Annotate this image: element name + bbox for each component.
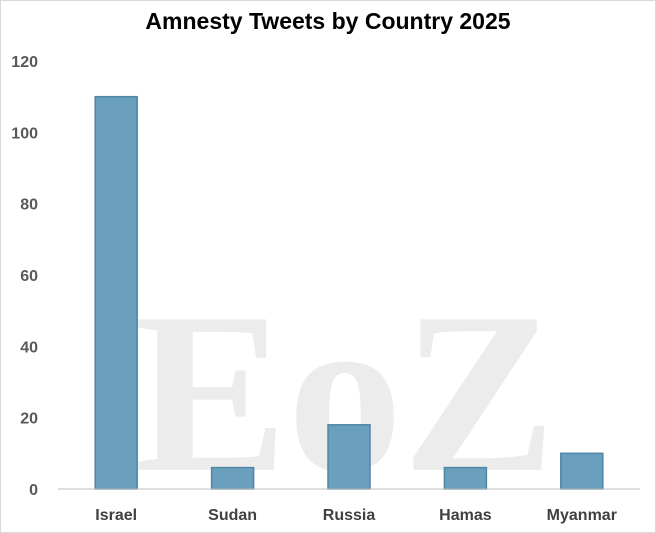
y-tick-label: 40 xyxy=(20,339,38,356)
bar-myanmar xyxy=(560,452,604,490)
chart-title: Amnesty Tweets by Country 2025 xyxy=(145,8,511,34)
x-tick-label: Israel xyxy=(95,507,137,524)
x-tick-label: Myanmar xyxy=(547,507,617,524)
bar-russia xyxy=(327,424,371,490)
y-tick-label: 60 xyxy=(20,268,38,285)
y-tick-label: 0 xyxy=(29,482,38,499)
y-tick-label: 120 xyxy=(11,54,38,71)
y-tick-label: 100 xyxy=(11,125,38,142)
y-tick-label: 80 xyxy=(20,197,38,214)
x-tick-label: Hamas xyxy=(439,507,492,524)
bar-sudan xyxy=(210,466,255,490)
y-tick-label: 20 xyxy=(20,411,38,428)
x-tick-label: Russia xyxy=(323,507,376,524)
bar-hamas xyxy=(443,466,488,490)
bar-israel xyxy=(94,95,138,490)
x-tick-label: Sudan xyxy=(208,507,257,524)
